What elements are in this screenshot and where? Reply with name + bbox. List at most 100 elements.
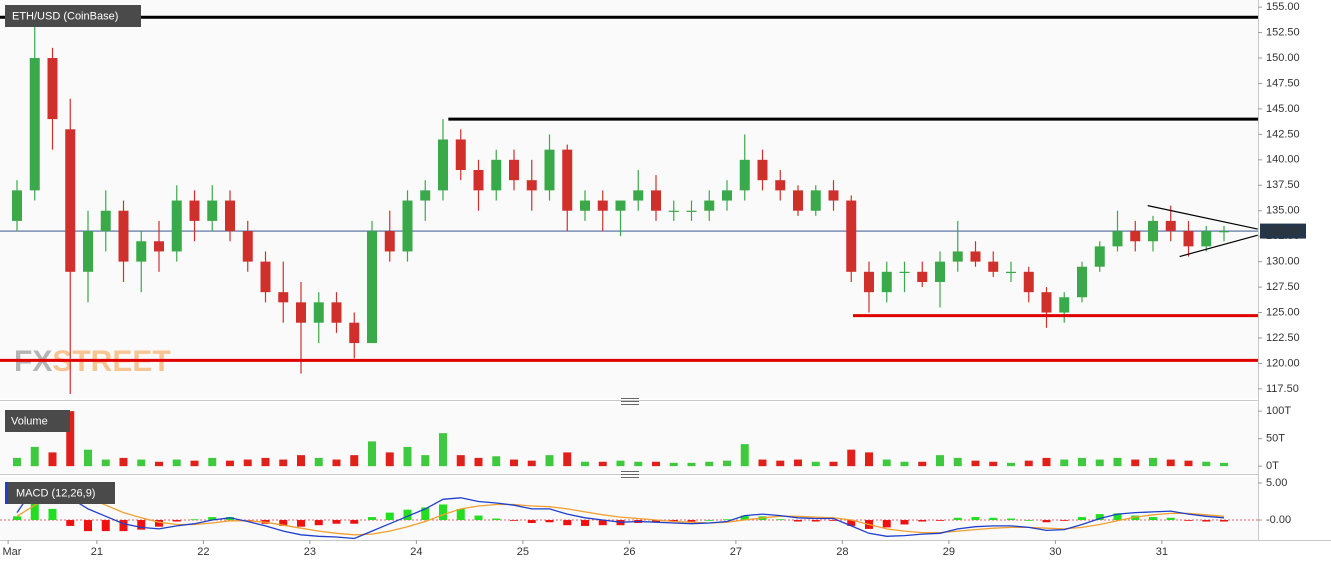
macd-histogram-bar	[119, 520, 128, 532]
volume-bar	[226, 460, 234, 467]
macd-histogram-bar	[172, 520, 181, 522]
candle-body	[633, 190, 644, 201]
macd-histogram-bar	[723, 519, 731, 521]
macd-histogram-bar	[137, 520, 146, 530]
macd-histogram-bar	[439, 504, 447, 521]
volume-bar	[669, 462, 678, 467]
candle-body	[1201, 231, 1212, 247]
macd-histogram-bar	[971, 517, 980, 521]
candle-body	[544, 149, 555, 191]
macd-histogram-bar	[776, 519, 785, 521]
volume-bar	[1202, 461, 1211, 467]
volume-bar	[1042, 457, 1051, 467]
candle-body	[154, 241, 164, 252]
macd-histogram-bar	[847, 520, 856, 526]
macd-histogram-bar	[350, 520, 359, 524]
macd-histogram-bar	[669, 520, 678, 522]
macd-title: MACD (12,26,9)	[16, 487, 95, 499]
y-tick-label: 130.00	[1266, 256, 1300, 268]
macd-histogram-bar	[226, 517, 234, 521]
volume-bar	[1095, 459, 1104, 467]
volume-bar	[261, 457, 270, 467]
macd-histogram-bar	[687, 520, 696, 522]
x-tick-label: 21	[91, 546, 103, 558]
candle-body	[881, 271, 892, 293]
volume-bar	[687, 462, 696, 467]
volume-bar	[172, 459, 181, 467]
volume-bar	[971, 460, 980, 467]
macd-histogram-bar	[66, 520, 75, 526]
macd-histogram-bar	[1166, 517, 1175, 521]
resize-handle[interactable]	[621, 471, 639, 478]
trendline	[1147, 205, 1258, 230]
macd-histogram-bar	[811, 520, 820, 522]
macd-histogram-bar	[48, 508, 57, 521]
macd-histogram-bar	[385, 512, 394, 521]
volume-bar	[119, 457, 128, 467]
candle-body	[580, 200, 590, 211]
candle-body	[1130, 231, 1141, 242]
candle-body	[1183, 231, 1194, 247]
x-tick-label: 24	[410, 546, 422, 558]
volume-bar	[811, 461, 820, 467]
candle-body	[420, 190, 431, 201]
candle-body	[438, 139, 448, 191]
volume-bar	[1220, 462, 1228, 467]
candle-body	[793, 190, 803, 211]
volume-bar	[652, 461, 660, 467]
y-tick-label: 5.00	[1266, 477, 1287, 489]
volume-bar	[297, 455, 305, 467]
candle-body	[83, 231, 93, 272]
macd-histogram-bar	[30, 501, 39, 521]
volume-bar	[155, 461, 163, 467]
chart-title: ETH/USD (CoinBase)	[12, 10, 118, 22]
candle-body	[349, 322, 360, 344]
macd-panel	[0, 477, 1258, 540]
macd-histogram-bar	[13, 516, 21, 521]
trendline	[1179, 234, 1258, 258]
macd-histogram-bar	[882, 520, 891, 528]
volume-bar	[510, 459, 518, 467]
macd-histogram-bar	[279, 520, 288, 526]
volume-bar	[101, 459, 110, 467]
macd-histogram-bar	[1131, 515, 1140, 521]
macd-histogram-bar	[297, 520, 305, 527]
candle-body	[29, 58, 40, 191]
candle-body	[739, 159, 750, 191]
candle-body	[651, 190, 661, 211]
macd-histogram-bar	[740, 515, 749, 521]
macd-histogram-bar	[1078, 517, 1086, 521]
volume-bar	[1131, 459, 1140, 467]
volume-bar	[332, 459, 341, 467]
candle-body	[189, 200, 200, 221]
y-tick-label: 145.00	[1266, 103, 1300, 115]
macd-histogram-bar	[1024, 520, 1033, 521]
volume-bar	[492, 456, 501, 467]
volume-bar	[882, 459, 891, 467]
candle-body	[331, 302, 342, 323]
macd-histogram-bar	[652, 520, 660, 523]
volume-bar	[439, 433, 447, 467]
volume-bar	[829, 461, 838, 467]
macd-histogram-bar	[545, 520, 554, 523]
x-tick-label: 30	[1049, 546, 1061, 558]
volume-bar	[634, 461, 643, 467]
volume-bar	[865, 452, 873, 467]
resize-handle[interactable]	[621, 398, 639, 405]
candle-body	[775, 180, 786, 191]
volume-bar	[1113, 457, 1122, 467]
macd-histogram-bar	[989, 517, 998, 521]
volume-panel	[0, 403, 1258, 473]
candle-body	[988, 261, 999, 272]
candle-body	[668, 210, 679, 212]
candle-body	[757, 159, 768, 181]
volume-bar	[740, 444, 749, 467]
candle-body	[686, 210, 697, 212]
volume-bar	[314, 457, 323, 467]
macd-histogram-bar	[900, 520, 909, 525]
macd-histogram-bar	[368, 517, 376, 521]
volume-bar	[936, 455, 944, 467]
volume-bar	[563, 452, 572, 467]
candle-body	[296, 302, 306, 323]
